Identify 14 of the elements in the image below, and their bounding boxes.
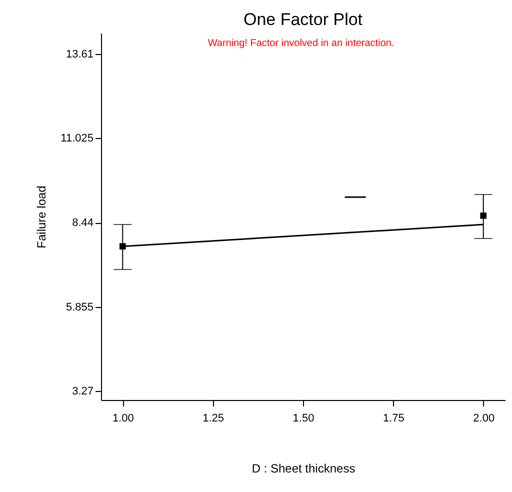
y-tick-label: 3.27 — [72, 386, 94, 398]
y-tick-label: 11.025 — [60, 132, 94, 145]
x-tick-label: 1.25 — [202, 412, 224, 424]
y-tick-label: 13.61 — [66, 48, 94, 60]
y-axis-title: Failure load — [34, 186, 49, 248]
chart-title: One Factor Plot — [243, 10, 363, 29]
x-tick-label: 1.50 — [292, 412, 314, 424]
x-axis-title: D : Sheet thickness — [252, 462, 356, 476]
annotation: Warning! Factor involved in an interaction. — [208, 38, 394, 49]
x-tick-label: 2.00 — [473, 412, 495, 424]
y-tick-label: 8.44 — [72, 217, 94, 230]
x-tick-label: 1.75 — [382, 412, 404, 424]
y-tick-label: 5.855 — [66, 301, 94, 314]
x-tick-label: 1.00 — [112, 412, 134, 424]
